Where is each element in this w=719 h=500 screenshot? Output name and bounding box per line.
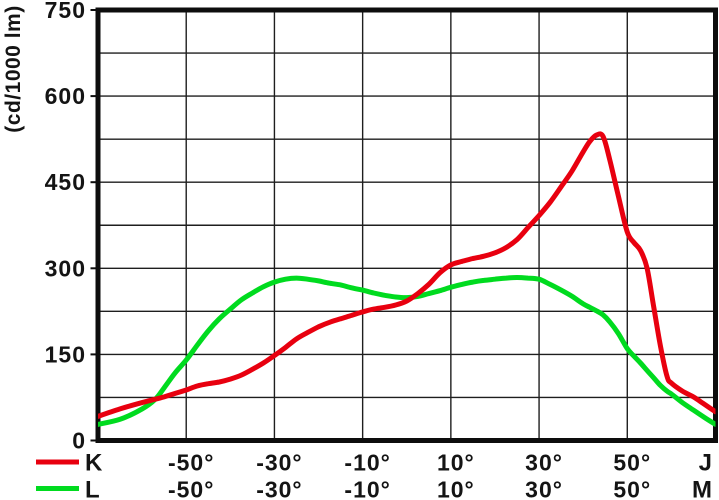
- x-tick-label-row-L: -50°: [168, 477, 214, 500]
- x-tick-label-row-L: 10°: [437, 477, 475, 500]
- axis-end-label-J: J: [699, 450, 712, 477]
- y-tick-label-0: 0: [72, 428, 86, 454]
- axis-end-label-M: M: [692, 477, 712, 500]
- legend-series-label-K: K: [85, 450, 103, 477]
- x-tick-label-row-K: 50°: [613, 450, 651, 476]
- curves-layer: [98, 131, 716, 427]
- x-tick-label-row-K: 30°: [525, 450, 563, 476]
- y-tick-label-300: 300: [45, 255, 86, 281]
- x-tick-label-row-K: -50°: [168, 450, 214, 476]
- x-tick-label-row-L: 30°: [525, 477, 563, 500]
- plot-frame: [95, 7, 718, 443]
- x-tick-label-row-K: 10°: [437, 450, 475, 476]
- x-tick-label-row-K: -10°: [344, 450, 390, 476]
- x-tick-label-row-L: -10°: [344, 477, 390, 500]
- y-tick-label-600: 600: [45, 83, 86, 109]
- legend-series-label-L: L: [85, 477, 100, 500]
- x-tick-label-row-K: -30°: [256, 450, 302, 476]
- series-K-curve: [98, 131, 716, 419]
- series-L-curve: [98, 275, 716, 427]
- y-tick-label-750: 750: [45, 0, 86, 23]
- x-tick-label-row-L: 50°: [613, 477, 651, 500]
- y-tick-label-450: 450: [45, 169, 86, 195]
- y-axis-title: (cd/1000 lm): [2, 5, 25, 132]
- x-tick-label-row-L: -30°: [256, 477, 302, 500]
- y-tick-label-150: 150: [45, 341, 86, 367]
